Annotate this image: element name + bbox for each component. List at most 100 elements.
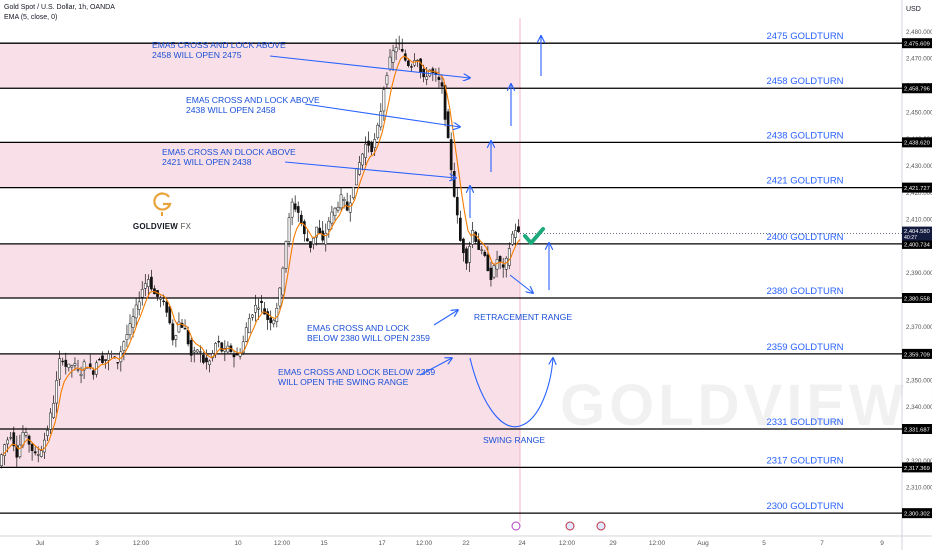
candle-body (159, 297, 162, 300)
candle-body (122, 341, 126, 351)
candle-body (309, 241, 312, 248)
level-price-text: 2,359.709 (904, 352, 930, 358)
x-tick-label: 12:00 (559, 540, 576, 547)
candle-body (296, 206, 300, 213)
candle-body (125, 334, 129, 341)
projection-arrow (509, 274, 533, 293)
candle-body (12, 432, 16, 447)
candle-body (260, 300, 263, 303)
candle-body (220, 342, 224, 352)
annotation-line1: EMA5 CROSS AND LOCK ABOVE (152, 40, 286, 50)
x-tick-label: 29 (609, 540, 617, 547)
candle-body (39, 450, 43, 457)
annotation-line1: EMA5 CROSS AND LOCK BELOW 2359 (278, 367, 435, 377)
x-tick-label: 15 (320, 540, 328, 547)
candle-body (437, 76, 441, 80)
zone-rect (0, 142, 520, 188)
candle-body (318, 227, 321, 234)
candle-body (471, 229, 474, 245)
x-tick-label: 9 (880, 540, 884, 547)
level-label: 2359 GOLDTURN (766, 342, 843, 353)
y-tick-label: 2,390.000 (906, 270, 932, 277)
candle-body (82, 361, 86, 371)
candle-body (235, 352, 239, 356)
annotation-line1: EMA5 CROSS AN DLOCK ABOVE (162, 147, 296, 157)
candle-body (238, 353, 242, 357)
annotation-line2: BELOW 2380 WILL OPEN 2359 (307, 333, 430, 343)
current-price-text: 2,404.580 (904, 229, 930, 235)
annotation-arrow (304, 103, 460, 127)
candle-body (315, 226, 318, 238)
candles (0, 35, 520, 469)
level-price-badge (902, 508, 932, 519)
candle-body (480, 249, 484, 251)
y-tick-label: 2,340.000 (906, 404, 932, 411)
candle-body (440, 82, 444, 87)
candle-body (388, 56, 392, 70)
candle-body (98, 359, 101, 361)
candle-body (177, 321, 181, 333)
candle-body (217, 341, 221, 343)
level-price-badge (902, 292, 932, 303)
y-tick-label: 2,310.000 (906, 485, 932, 492)
candle-body (303, 221, 306, 235)
candle-body (251, 314, 254, 318)
candle-body (489, 267, 493, 280)
candle-body (501, 264, 505, 268)
y-tick-label: 2,430.000 (906, 163, 932, 170)
candle-body (143, 283, 147, 289)
candle-body (449, 139, 453, 171)
candle-body (312, 237, 315, 245)
candle-body (507, 248, 511, 266)
goldview-g-icon (153, 192, 172, 216)
candle-body (486, 254, 490, 271)
zone-rect (0, 43, 520, 89)
candle-body (517, 226, 520, 232)
candle-body (348, 202, 352, 213)
x-tick-label: 12:00 (416, 540, 433, 547)
level-price-text: 2,458.796 (904, 87, 930, 93)
candle-body (205, 357, 208, 363)
candle-body (15, 445, 19, 458)
x-tick-label: 12:00 (133, 540, 150, 547)
candle-body (61, 360, 65, 363)
annotation-line2: 2458 WILL OPEN 2475 (152, 50, 242, 60)
candle-body (266, 311, 269, 320)
candle-body (43, 439, 46, 453)
candle-body (174, 335, 178, 340)
candle-body (52, 403, 55, 418)
level-label: 2438 GOLDTURN (766, 130, 843, 141)
level-price-text: 2,400.734 (904, 242, 931, 248)
candle-body (18, 444, 22, 458)
x-tick-label: 7 (820, 540, 824, 547)
candle-body (394, 47, 398, 53)
level-price-badge (902, 424, 932, 435)
candle-body (171, 323, 175, 341)
zone-rect (0, 353, 520, 468)
annotation-arrow (419, 358, 452, 376)
candle-body (419, 58, 422, 73)
goldview-logo: GOLDVIEW FX (132, 189, 192, 231)
candle-body (79, 373, 83, 376)
level-price-badge (902, 238, 932, 249)
level-label: 2380 GOLDTURN (766, 286, 843, 297)
candle-body (165, 301, 169, 313)
candle-body (361, 153, 364, 166)
candle-body (147, 279, 150, 287)
level-price-badge (902, 348, 932, 359)
candle-body (465, 248, 468, 264)
level-price-badge (902, 462, 932, 473)
candle-body (413, 60, 416, 66)
candle-body (232, 353, 236, 358)
candle-body (186, 330, 190, 345)
candle-body (410, 66, 413, 68)
candle-body (370, 141, 373, 152)
level-price-badge (902, 38, 932, 49)
candle-body (211, 353, 214, 359)
level-label: 2421 GOLDTURN (766, 176, 843, 187)
candle-body (290, 201, 294, 218)
indicator-title: EMA (5, close, 0) (4, 14, 58, 21)
candle-body (241, 341, 245, 354)
y-tick-label: 2,480.000 (906, 29, 932, 36)
candle-body (46, 430, 49, 436)
